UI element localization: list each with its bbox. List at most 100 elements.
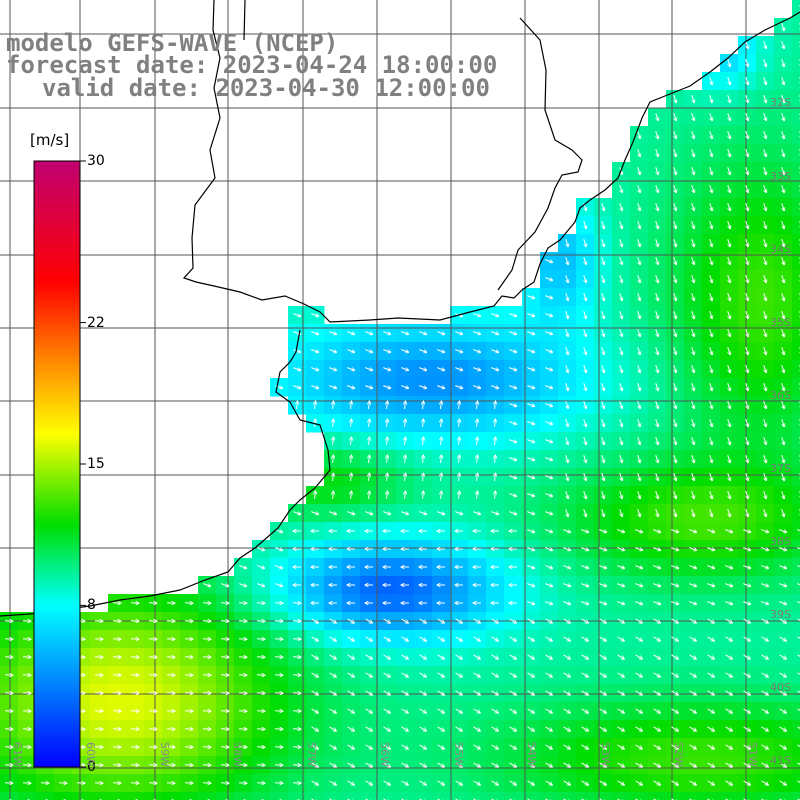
longitude-label: 54W: [525, 742, 538, 767]
longitude-label: 59W: [158, 742, 171, 767]
wind-cell: [792, 198, 800, 217]
wind-cell: [792, 252, 800, 271]
wind-cell: [792, 774, 800, 793]
wind-cell: [216, 792, 235, 800]
wind-cell: [792, 270, 800, 289]
wind-cell: [666, 792, 685, 800]
latitude-label: 36S: [770, 389, 791, 402]
wind-cell: [792, 702, 800, 721]
wind-cell: [792, 720, 800, 739]
wind-cell: [792, 630, 800, 649]
wind-cell: [72, 792, 91, 800]
wind-cell: [792, 468, 800, 487]
wind-cell: [450, 792, 469, 800]
wind-cell: [792, 576, 800, 595]
wind-cell: [270, 792, 289, 800]
wind-cell: [720, 792, 739, 800]
wind-cell: [792, 450, 800, 469]
wind-cell: [306, 792, 325, 800]
wind-cell: [198, 792, 217, 800]
wind-cell: [792, 288, 800, 307]
latitude-label: 41S: [770, 754, 791, 767]
wind-cell: [792, 756, 800, 775]
latitude-label: 38S: [770, 535, 791, 548]
wind-cell: [792, 666, 800, 685]
wind-cell: [126, 792, 145, 800]
longitude-label: 60W: [84, 742, 97, 767]
wind-cell: [108, 792, 127, 800]
wind-cell: [558, 792, 577, 800]
wind-cell: [36, 792, 55, 800]
colorbar-tick-label: 15: [87, 456, 105, 472]
wind-cell: [792, 108, 800, 127]
wind-cell: [792, 414, 800, 433]
latitude-label: 33S: [770, 170, 791, 183]
wind-cell: [612, 792, 631, 800]
wind-cell: [414, 792, 433, 800]
wind-cell: [630, 792, 649, 800]
wind-cell: [792, 378, 800, 397]
wind-cell: [792, 234, 800, 253]
wind-cell: [54, 792, 73, 800]
wind-cell: [792, 18, 800, 37]
wind-cell: [288, 792, 307, 800]
colorbar-tick-label: 8: [87, 597, 96, 614]
wind-cell: [792, 486, 800, 505]
wind-cell: [792, 90, 800, 109]
wind-cell: [792, 126, 800, 145]
wind-cell: [594, 792, 613, 800]
colorbar-unit-label: [m/s]: [30, 131, 70, 149]
wind-cell: [792, 324, 800, 343]
wind-cell: [684, 792, 703, 800]
wind-cell: [18, 792, 37, 800]
wind-cell: [792, 522, 800, 541]
wind-cell: [792, 432, 800, 451]
wind-cell: [396, 792, 415, 800]
wind-cell: [792, 558, 800, 577]
latitude-label: 35S: [770, 316, 791, 329]
wind-cell: [378, 792, 397, 800]
wind-cell: [792, 684, 800, 703]
wind-cell: [342, 792, 361, 800]
wind-cell: [0, 792, 19, 800]
wind-cell: [792, 306, 800, 325]
wind-cell: [792, 360, 800, 379]
wind-cell: [486, 792, 505, 800]
wind-cell: [792, 180, 800, 199]
wind-cell: [792, 594, 800, 613]
wind-cell: [756, 792, 775, 800]
wind-cell: [792, 540, 800, 559]
longitude-label: 61W: [11, 742, 24, 767]
wind-cell: [468, 792, 487, 800]
longitude-label: 57W: [305, 742, 318, 767]
longitude-label: 56W: [378, 742, 391, 767]
wind-cell: [792, 216, 800, 235]
wind-cell: [792, 738, 800, 757]
longitude-label: 51W: [746, 742, 759, 767]
colorbar-gradient: [33, 160, 81, 768]
wind-cell: [180, 792, 199, 800]
wind-cell: [360, 792, 379, 800]
wind-cell: [792, 648, 800, 667]
title-valid-date: valid date: 2023-04-30 12:00:00: [42, 74, 490, 102]
wind-cell: [540, 792, 559, 800]
wind-cell: [792, 72, 800, 91]
wind-cell: [144, 792, 163, 800]
wind-cell: [252, 792, 271, 800]
wind-cell: [792, 144, 800, 163]
longitude-label: 58W: [231, 742, 244, 767]
wind-cell: [792, 54, 800, 73]
wind-cell: [504, 792, 523, 800]
longitude-label: 55W: [452, 742, 465, 767]
colorbar-tick-label: 30: [87, 153, 105, 169]
wind-cell: [576, 792, 595, 800]
latitude-label: 32S: [770, 96, 791, 109]
wind-cell: [90, 792, 109, 800]
wind-cell: [702, 792, 721, 800]
latitude-label: 37S: [770, 462, 791, 475]
latitude-label: 40S: [770, 681, 791, 694]
wind-cell: [792, 504, 800, 523]
colorbar-tick-label: 22: [87, 314, 105, 331]
longitude-label: 52W: [672, 742, 685, 767]
